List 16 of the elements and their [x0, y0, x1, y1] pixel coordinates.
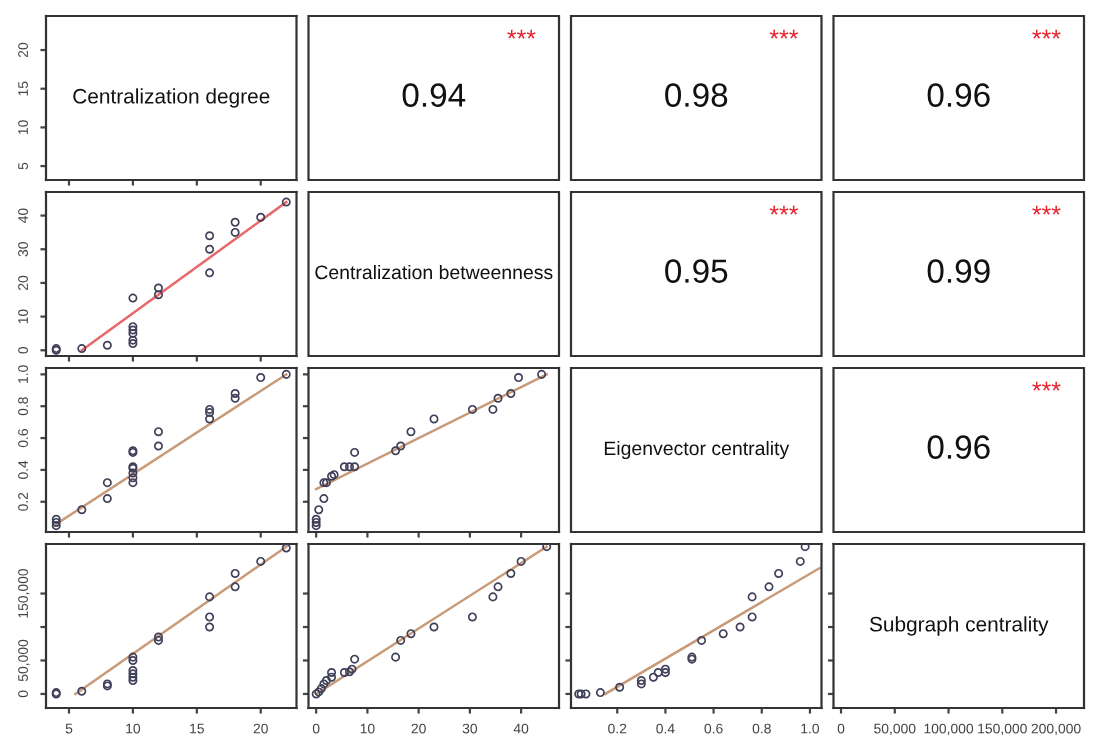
text: 0.99	[927, 259, 990, 283]
text: 0.98	[665, 83, 728, 107]
text: 0.96	[927, 435, 990, 459]
text: ***	[1032, 381, 1061, 391]
text: ***	[769, 205, 799, 215]
text: ***	[1032, 29, 1061, 39]
annotation: Centralization degree	[73, 88, 270, 108]
text: 0.95	[665, 259, 728, 283]
text: ***	[769, 29, 799, 39]
text: ***	[507, 29, 536, 39]
text: ***	[1032, 205, 1061, 215]
annotation: Subgraph centrality	[869, 616, 1049, 636]
text: Centralization betweenness	[315, 264, 553, 280]
text: 0.94	[402, 83, 466, 107]
text: 0.96	[927, 83, 990, 107]
text: Eigenvector centrality	[604, 440, 790, 460]
